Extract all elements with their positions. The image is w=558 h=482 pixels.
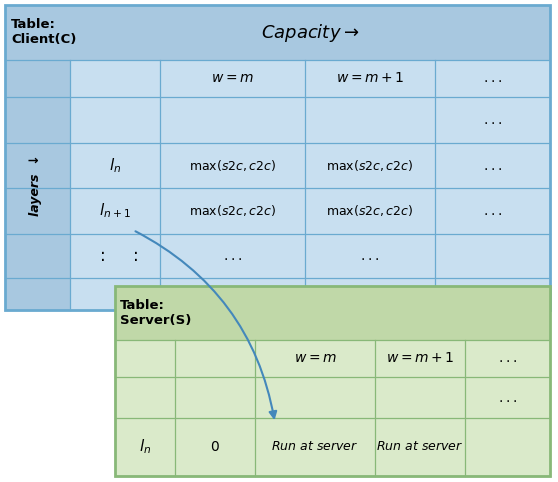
Text: $w = m+1$: $w = m+1$ bbox=[336, 71, 405, 85]
Text: $...$: $...$ bbox=[483, 113, 502, 127]
Text: $w = m+1$: $w = m+1$ bbox=[386, 351, 454, 365]
Text: $l_n$: $l_n$ bbox=[139, 438, 151, 456]
Text: $\mathrm{max}(s2c, c2c)$: $\mathrm{max}(s2c, c2c)$ bbox=[189, 203, 276, 218]
Text: $w = m$: $w = m$ bbox=[211, 71, 254, 85]
Text: $w = m$: $w = m$ bbox=[294, 351, 336, 365]
Text: $...$: $...$ bbox=[483, 159, 502, 173]
Text: $0$: $0$ bbox=[210, 440, 220, 454]
Bar bbox=[115, 286, 550, 476]
Text: $...$: $...$ bbox=[498, 390, 517, 404]
Text: $\mathbf{\mathit{Capacity}} \rightarrow$: $\mathbf{\mathit{Capacity}} \rightarrow$ bbox=[261, 22, 359, 43]
Text: $\mathit{Run\ at\ server}$: $\mathit{Run\ at\ server}$ bbox=[376, 441, 464, 454]
Text: $l_{n+1}$: $l_{n+1}$ bbox=[99, 201, 131, 220]
Text: $...$: $...$ bbox=[223, 249, 242, 263]
Text: $l_n$: $l_n$ bbox=[109, 156, 121, 175]
Bar bbox=[5, 5, 550, 310]
Bar bbox=[115, 286, 550, 476]
Text: $...$: $...$ bbox=[498, 351, 517, 365]
Bar bbox=[5, 5, 550, 60]
Bar bbox=[5, 60, 70, 310]
Text: $:$: $:$ bbox=[128, 247, 137, 265]
Text: $:$: $:$ bbox=[95, 247, 104, 265]
Text: $\mathrm{max}(s2c, c2c)$: $\mathrm{max}(s2c, c2c)$ bbox=[326, 158, 413, 173]
Text: $\mathit{Run\ at\ server}$: $\mathit{Run\ at\ server}$ bbox=[271, 441, 359, 454]
Text: $\mathrm{max}(s2c, c2c)$: $\mathrm{max}(s2c, c2c)$ bbox=[189, 158, 276, 173]
Text: Table:
Server(S): Table: Server(S) bbox=[120, 299, 191, 327]
Text: layers  ↓: layers ↓ bbox=[29, 154, 42, 216]
Text: Table:
Client(C): Table: Client(C) bbox=[11, 18, 76, 46]
Text: $...$: $...$ bbox=[483, 71, 502, 85]
Text: $\mathrm{max}(s2c, c2c)$: $\mathrm{max}(s2c, c2c)$ bbox=[326, 203, 413, 218]
Bar bbox=[5, 5, 550, 310]
Bar bbox=[115, 286, 550, 340]
Text: $...$: $...$ bbox=[360, 249, 379, 263]
Text: $...$: $...$ bbox=[483, 204, 502, 218]
